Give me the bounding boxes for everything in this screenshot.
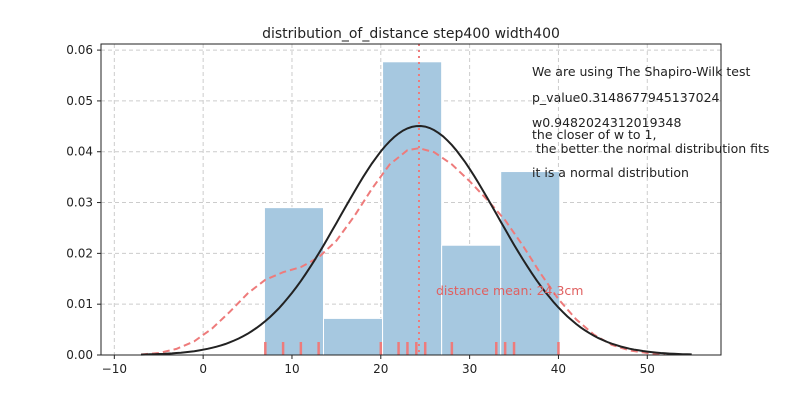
histogram-bar bbox=[382, 61, 443, 356]
y-axis-ticks: 0.00 0.01 0.02 0.03 0.04 0.05 0.06 bbox=[66, 43, 101, 362]
histogram-bars bbox=[263, 61, 561, 356]
mean-label: distance mean: 24.3cm bbox=[436, 283, 583, 298]
y-tick-label: 0.02 bbox=[66, 246, 93, 260]
x-tick-label: 0 bbox=[199, 362, 207, 376]
x-tick-label: 40 bbox=[551, 362, 566, 376]
kde-curve bbox=[140, 147, 666, 356]
x-tick-label: −10 bbox=[102, 362, 127, 376]
y-tick-label: 0.04 bbox=[66, 145, 93, 159]
y-tick-label: 0.03 bbox=[66, 196, 93, 210]
curves bbox=[140, 44, 692, 356]
annotation-closer-note: the closer of w to 1, bbox=[532, 127, 656, 142]
histogram-bar bbox=[323, 317, 384, 356]
annotation-test-name: We are using The Shapiro-Wilk test bbox=[532, 64, 750, 79]
x-tick-label: 30 bbox=[462, 362, 477, 376]
y-tick-label: 0.01 bbox=[66, 297, 93, 311]
y-tick-label: 0.05 bbox=[66, 94, 93, 108]
x-tick-label: 10 bbox=[284, 362, 299, 376]
x-tick-label: 20 bbox=[373, 362, 388, 376]
chart-title: distribution_of_distance step400 width40… bbox=[262, 26, 560, 42]
y-tick-label: 0.00 bbox=[66, 348, 93, 362]
histogram-bar bbox=[441, 244, 502, 356]
histogram-bar bbox=[263, 207, 325, 356]
x-axis-ticks: −10 0 10 20 30 40 50 bbox=[102, 355, 655, 376]
rug-marks bbox=[264, 342, 560, 355]
annotation-p-value: p_value0.3148677945137024 bbox=[532, 90, 720, 105]
stats-annotation: We are using The Shapiro-Wilk test p_val… bbox=[532, 64, 769, 180]
plot-frame bbox=[100, 43, 722, 356]
x-tick-label: 50 bbox=[640, 362, 655, 376]
normal-fit-curve bbox=[140, 124, 692, 356]
annotation-better-note: the better the normal distribution fits bbox=[532, 141, 769, 156]
histogram-bar bbox=[500, 171, 561, 356]
y-tick-label: 0.06 bbox=[66, 43, 93, 57]
annotation-conclusion: it is a normal distribution bbox=[532, 165, 689, 180]
annotation-w-value: w0.9482024312019348 bbox=[532, 115, 681, 130]
